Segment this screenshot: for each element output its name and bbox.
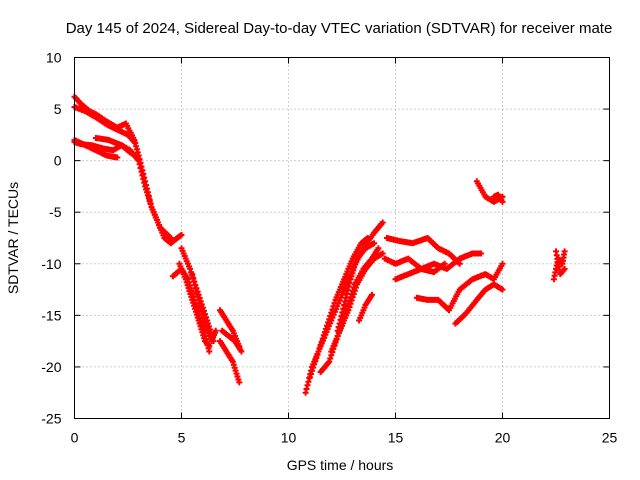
series-track-22 [413, 260, 506, 314]
y-tick-label: -5 [49, 204, 62, 220]
plot-frame [74, 57, 610, 419]
y-tick-label: -10 [41, 256, 61, 272]
series-track-14 [306, 235, 371, 381]
series-track-8 [176, 260, 213, 350]
series-track-11 [217, 338, 243, 386]
series-track-19 [383, 235, 463, 267]
x-tick-label: 10 [281, 430, 297, 446]
series-track-18 [356, 291, 375, 324]
series-track-25 [490, 191, 506, 205]
y-tick-label: 0 [54, 153, 62, 169]
series-track-21 [392, 260, 448, 283]
x-tick-label: 0 [71, 430, 79, 446]
chart-title: Day 145 of 2024, Sidereal Day-to-day VTE… [66, 20, 613, 37]
axis-ticks [74, 57, 610, 419]
data-series [71, 93, 568, 396]
grid-lines [74, 57, 610, 419]
x-tick-label: 25 [602, 430, 618, 446]
y-tick-label: 5 [54, 101, 62, 117]
y-axis-label: SDTVAR / TECUs [5, 182, 21, 294]
series-track-12 [219, 327, 245, 355]
y-tick-label: -25 [41, 411, 61, 427]
x-tick-label: 15 [388, 430, 404, 446]
y-tick-label: 10 [46, 50, 62, 66]
series-track-9 [189, 271, 219, 345]
series-track-20 [381, 250, 485, 272]
series-track-23 [452, 281, 506, 327]
x-tick-label: 20 [495, 430, 511, 446]
series-track-16 [328, 250, 386, 355]
series-track-17 [334, 240, 378, 334]
series-track-27 [553, 248, 568, 278]
y-tick-label: -20 [41, 359, 61, 375]
series-track-5 [92, 135, 185, 247]
x-tick-label: 5 [178, 430, 186, 446]
x-tick-labels: 0 5 10 15 20 25 [71, 430, 618, 446]
y-tick-labels: -25 -20 -15 -10 -5 0 5 10 [41, 50, 61, 427]
y-tick-label: -15 [41, 307, 61, 323]
x-axis-label: GPS time / hours [287, 457, 394, 473]
